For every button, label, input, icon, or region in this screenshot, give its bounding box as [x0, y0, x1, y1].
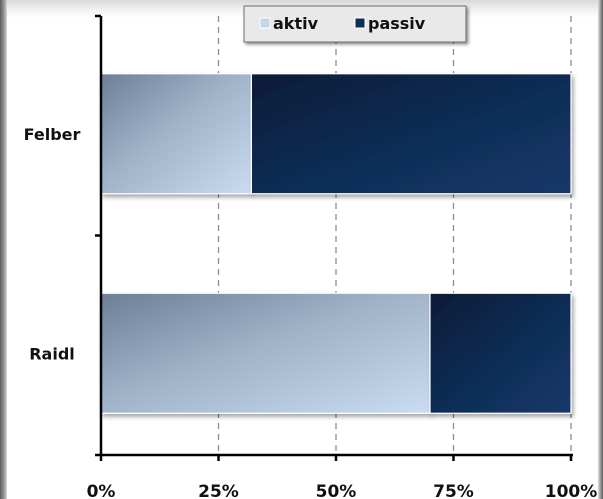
- x-tick-label: 75%: [433, 482, 474, 499]
- labels: 0% 25% 50% 75% 100% Felber Raidl: [24, 125, 598, 499]
- frame-right-edge: [598, 0, 603, 499]
- category-label-felber: Felber: [24, 125, 81, 144]
- bar-aktiv-raidl: [100, 292, 431, 414]
- legend-label-aktiv: aktiv: [273, 14, 319, 33]
- x-tick-label: 50%: [316, 482, 357, 499]
- bars: [100, 73, 572, 414]
- bar-passiv-felber: [250, 73, 572, 195]
- legend-label-passiv: passiv: [368, 14, 426, 33]
- x-tick-label: 25%: [198, 482, 239, 499]
- bar-passiv-raidl: [429, 292, 572, 414]
- bar-aktiv-felber: [100, 73, 252, 195]
- axes: [95, 14, 573, 461]
- x-tick-label: 0%: [87, 482, 116, 499]
- legend: aktiv passiv: [243, 5, 467, 43]
- legend-swatch-passiv: [354, 17, 366, 29]
- x-tick-label: 100%: [545, 482, 598, 499]
- frame-left-edge: [0, 0, 7, 499]
- category-label-raidl: Raidl: [29, 344, 75, 363]
- legend-swatch-aktiv: [259, 17, 271, 29]
